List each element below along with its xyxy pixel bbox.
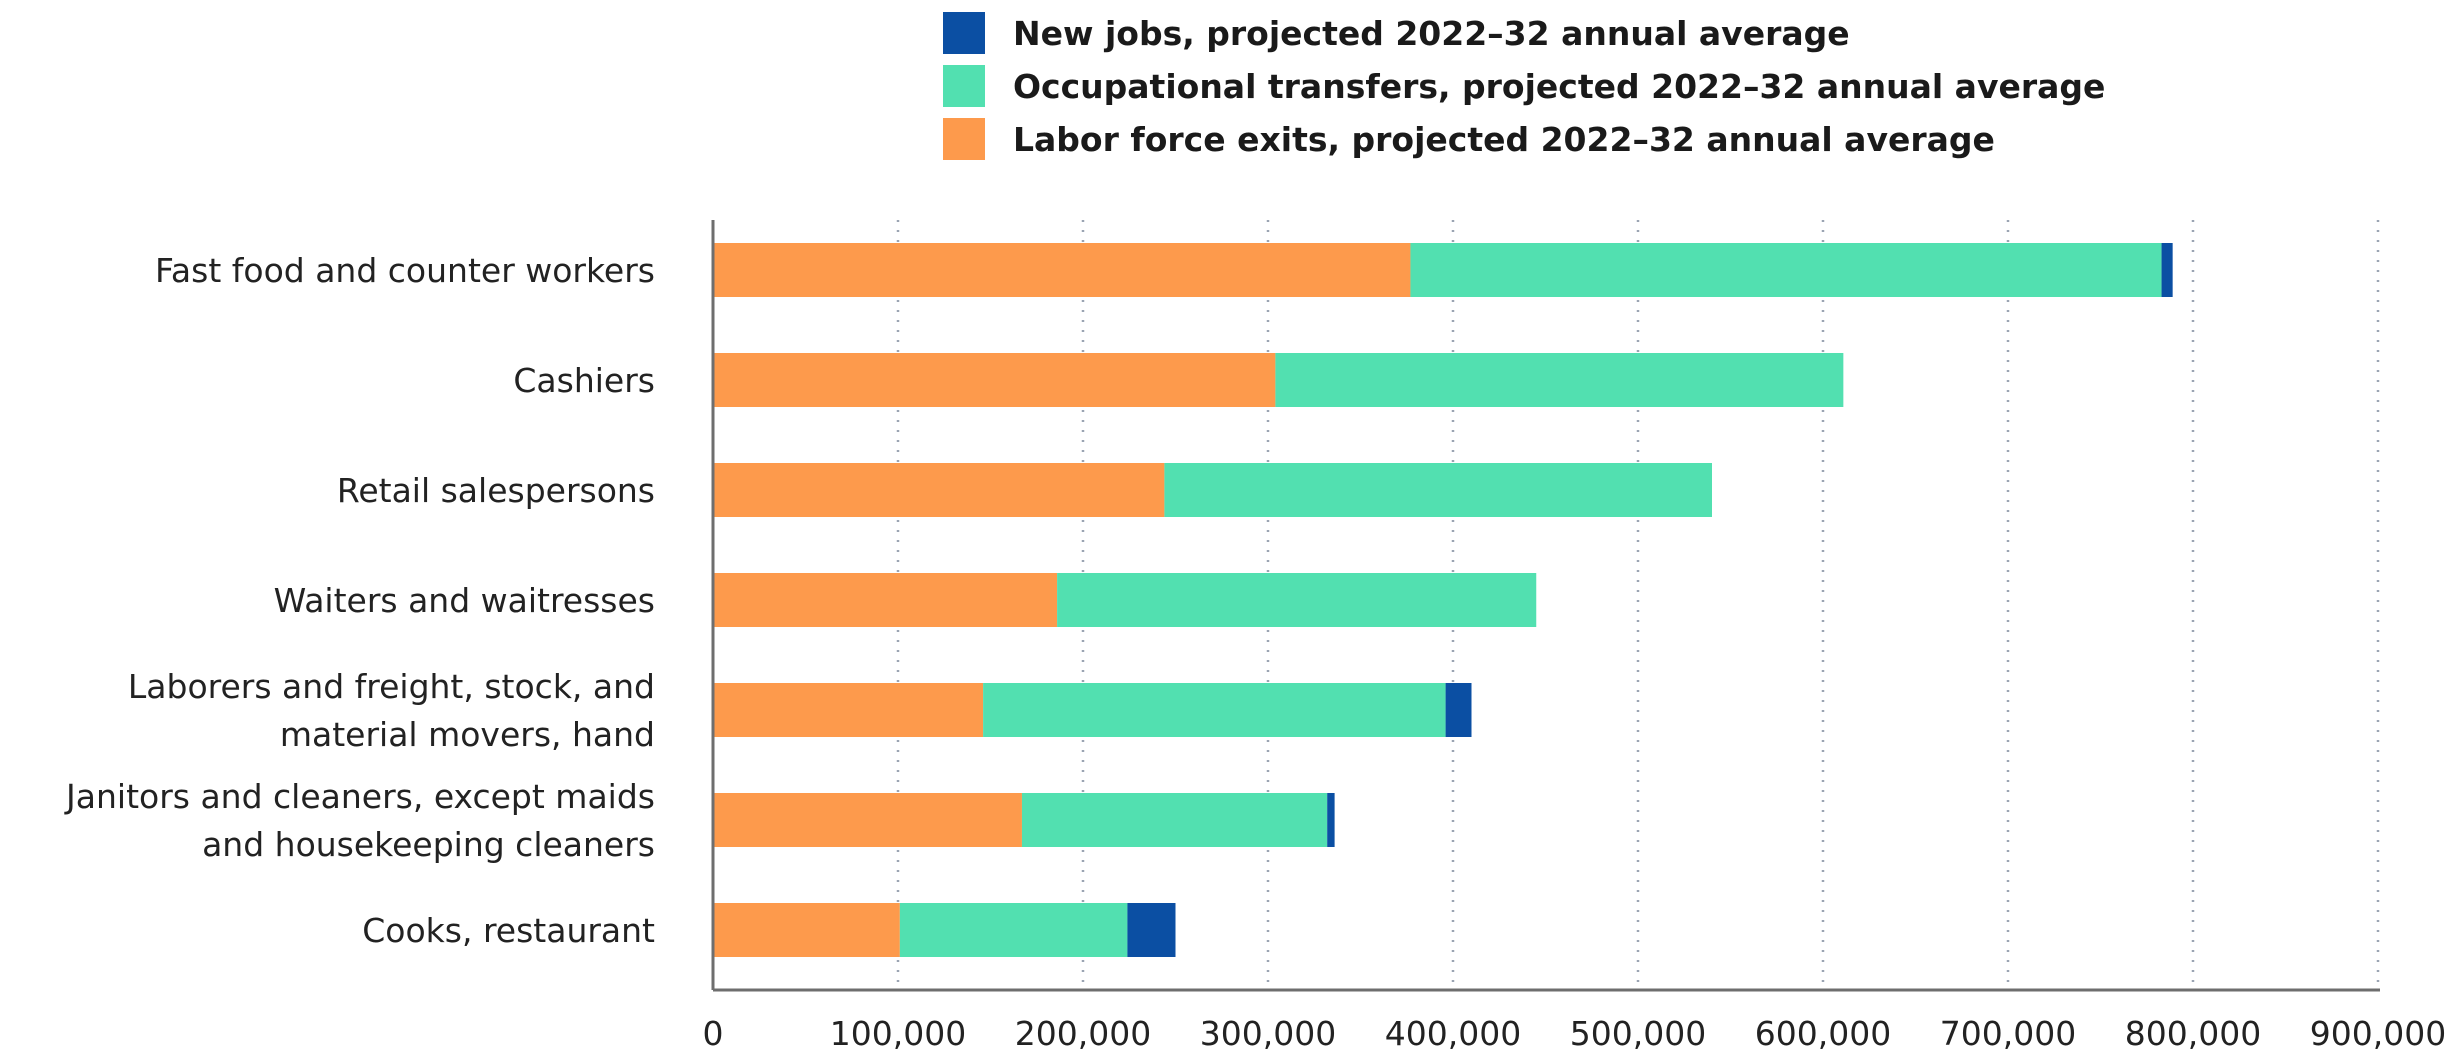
bar-labor-force-exits bbox=[713, 793, 1022, 847]
gridlines bbox=[896, 220, 2380, 990]
category-labels: Fast food and counter workers Cashiers Ret… bbox=[64, 251, 655, 950]
x-tick-label: 100,000 bbox=[830, 1014, 966, 1053]
legend-item: New jobs, projected 2022–32 annual avera… bbox=[943, 12, 1850, 54]
legend-swatch bbox=[943, 118, 985, 160]
bar-labor-force-exits bbox=[713, 573, 1058, 627]
x-tick-label: 400,000 bbox=[1385, 1014, 1521, 1053]
legend-label: Labor force exits, projected 2022–32 ann… bbox=[1013, 120, 1995, 159]
bar-new-jobs bbox=[1127, 903, 1176, 957]
category-label: Laborers and freight, stock, and material… bbox=[128, 667, 655, 754]
bar-new-jobs bbox=[1445, 683, 1472, 737]
legend-item: Occupational transfers, projected 2022–3… bbox=[943, 65, 2105, 107]
legend-label: New jobs, projected 2022–32 annual avera… bbox=[1013, 14, 1850, 53]
chart-legend: New jobs, projected 2022–32 annual avera… bbox=[943, 12, 2105, 160]
category-label: Janitors and cleaners, except maids and h… bbox=[64, 777, 655, 864]
bars bbox=[713, 243, 2173, 957]
bar-new-jobs bbox=[1327, 793, 1335, 847]
legend-item: Labor force exits, projected 2022–32 ann… bbox=[943, 118, 1995, 160]
bar-occupational-transfers bbox=[1057, 573, 1537, 627]
x-tick-label: 600,000 bbox=[1755, 1014, 1891, 1053]
bar-occupational-transfers bbox=[899, 903, 1128, 957]
bar-occupational-transfers bbox=[1021, 793, 1328, 847]
x-tick-label: 300,000 bbox=[1200, 1014, 1336, 1053]
bar-occupational-transfers bbox=[1410, 243, 2162, 297]
axes bbox=[711, 220, 2380, 992]
bar-occupational-transfers bbox=[1164, 463, 1712, 517]
category-label: Retail salespersons bbox=[337, 471, 655, 510]
x-tick-label: 800,000 bbox=[2125, 1014, 2261, 1053]
x-tick-label: 500,000 bbox=[1570, 1014, 1706, 1053]
bar-occupational-transfers bbox=[1275, 353, 1844, 407]
bar-labor-force-exits bbox=[713, 463, 1165, 517]
x-tick-label: 0 bbox=[703, 1014, 724, 1053]
x-tick-label: 900,000 bbox=[2310, 1014, 2446, 1053]
x-tick-label: 700,000 bbox=[1940, 1014, 2076, 1053]
category-label: Waiters and waitresses bbox=[274, 581, 655, 620]
bar-occupational-transfers bbox=[983, 683, 1446, 737]
category-label: Cashiers bbox=[513, 361, 655, 400]
legend-swatch bbox=[943, 65, 985, 107]
category-label: Fast food and counter workers bbox=[155, 251, 655, 290]
x-tick-labels: 0 100,000 200,000 300,000 400,000 500,000 600,… bbox=[703, 1014, 2447, 1053]
bar-new-jobs bbox=[2161, 243, 2173, 297]
x-tick-label: 200,000 bbox=[1015, 1014, 1151, 1053]
bar-labor-force-exits bbox=[713, 243, 1411, 297]
bar-labor-force-exits bbox=[713, 353, 1276, 407]
legend-swatch bbox=[943, 12, 985, 54]
bar-labor-force-exits bbox=[713, 903, 900, 957]
bar-labor-force-exits bbox=[713, 683, 984, 737]
category-label: Cooks, restaurant bbox=[362, 911, 655, 950]
legend-label: Occupational transfers, projected 2022–3… bbox=[1013, 67, 2105, 106]
